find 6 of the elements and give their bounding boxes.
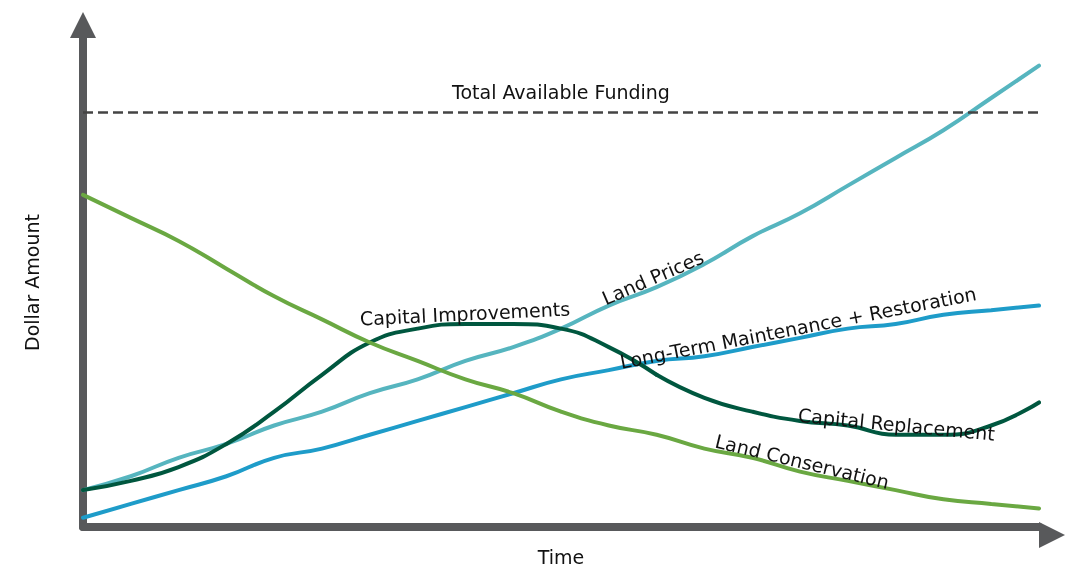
y-axis-title: Dollar Amount	[21, 214, 43, 351]
text: Land Prices	[598, 245, 707, 310]
x-axis-title: Time	[536, 545, 585, 568]
series-label: Capital Improvements	[359, 297, 571, 330]
ref-line-label: Total Available Funding	[451, 81, 670, 104]
text: Capital Replacement	[797, 403, 996, 445]
